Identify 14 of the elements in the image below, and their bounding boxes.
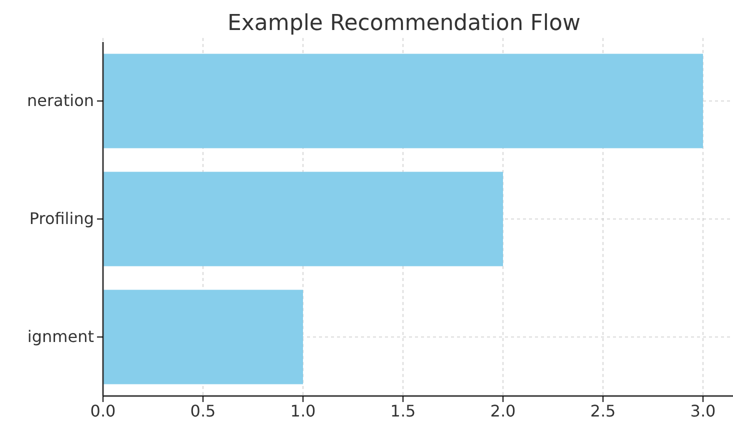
x-tick-label: 2.0 [490, 401, 516, 420]
bar [103, 290, 303, 384]
x-tick-label: 0.0 [90, 401, 116, 420]
bar [103, 54, 703, 148]
y-tick-label: neration [26, 91, 94, 110]
x-tick-label: 3.0 [690, 401, 716, 420]
chart-title: Example Recommendation Flow [228, 11, 580, 36]
y-tick-label: ignment [27, 327, 94, 346]
x-tick-label: 1.5 [390, 401, 416, 420]
bar [103, 172, 503, 266]
x-tick-label: 1.0 [290, 401, 316, 420]
y-tick-label: Profiling [29, 209, 94, 228]
x-tick-label: 2.5 [590, 401, 616, 420]
x-tick-label: 0.5 [190, 401, 216, 420]
